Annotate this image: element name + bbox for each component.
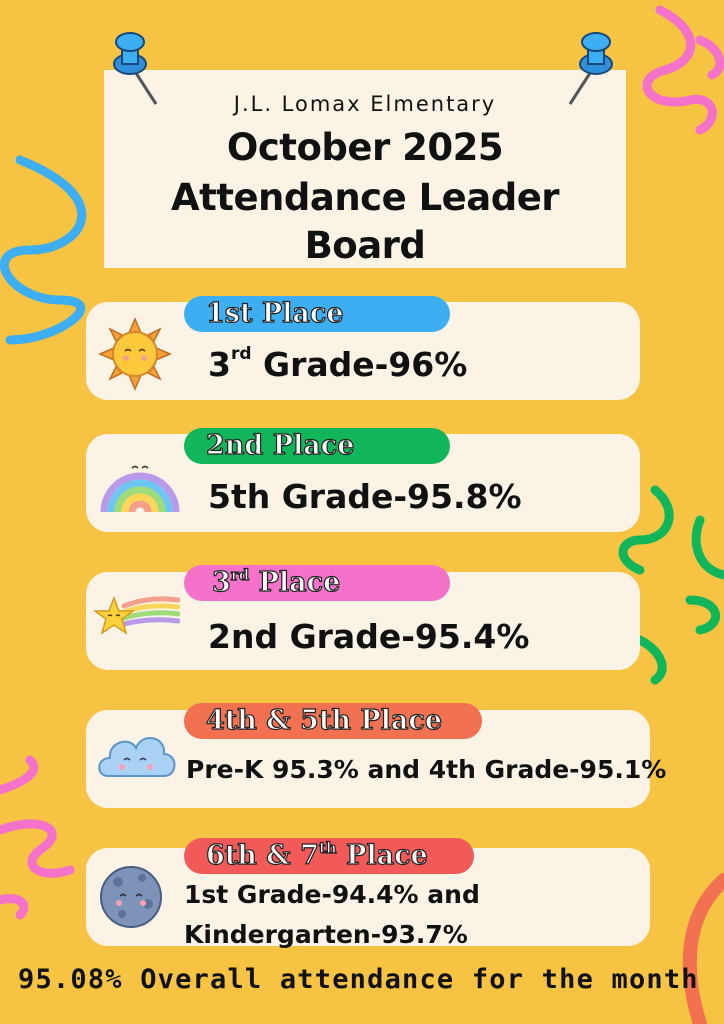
pushpin-icon [113,32,158,105]
green-squiggle-4 [635,635,667,685]
shooting-star-icon [94,595,180,635]
result-4th-5th-place: Pre-K 95.3% and 4th Grade-95.1% [186,755,667,784]
badge-1st-place: 1st Place [184,296,450,332]
cloud-icon [98,737,176,777]
pink-squiggle-top-2 [695,35,724,80]
green-squiggle-3 [685,595,721,635]
result-6th-7th-place-line1: 1st Grade-94.4% and [184,880,480,909]
title-line-1: October 2025 [226,126,504,169]
badge-3rd-place: 3rd Place [184,565,450,601]
badge-4th-5th-place: 4th & 5th Place [184,703,482,739]
pink-squiggle-top [642,5,717,135]
result-1st-place: 3rd Grade-96% [208,344,468,384]
moon-icon [100,866,162,928]
badge-2nd-place: 2nd Place [184,428,450,464]
pushpin-icon [568,32,613,105]
school-name: J.L. Lomax Elmentary [233,92,497,116]
result-3rd-place: 2nd Grade-95.4% [208,617,530,656]
result-2nd-place: 5th Grade-95.8% [208,477,522,516]
title-line-3: Board [304,224,426,267]
result-6th-7th-place-line2: Kindergarten-93.7% [184,920,468,949]
title-line-2: Attendance Leader [170,176,560,219]
badge-6th-7th-place: 6th & 7th Place [184,838,474,874]
green-squiggle-1 [618,485,674,575]
rainbow-icon [100,465,180,513]
pink-squiggle-left-3 [0,894,29,920]
blue-squiggle [0,155,87,345]
title-card: J.L. Lomax Elmentary October 2025 Attend… [104,70,626,268]
pink-squiggle-left-1 [0,755,39,795]
green-squiggle-2 [691,515,724,580]
overall-attendance: 95.08% Overall attendance for the month [18,964,699,995]
sun-icon [98,317,172,391]
coral-arc [682,873,724,1024]
pink-squiggle-left-2 [0,819,75,878]
